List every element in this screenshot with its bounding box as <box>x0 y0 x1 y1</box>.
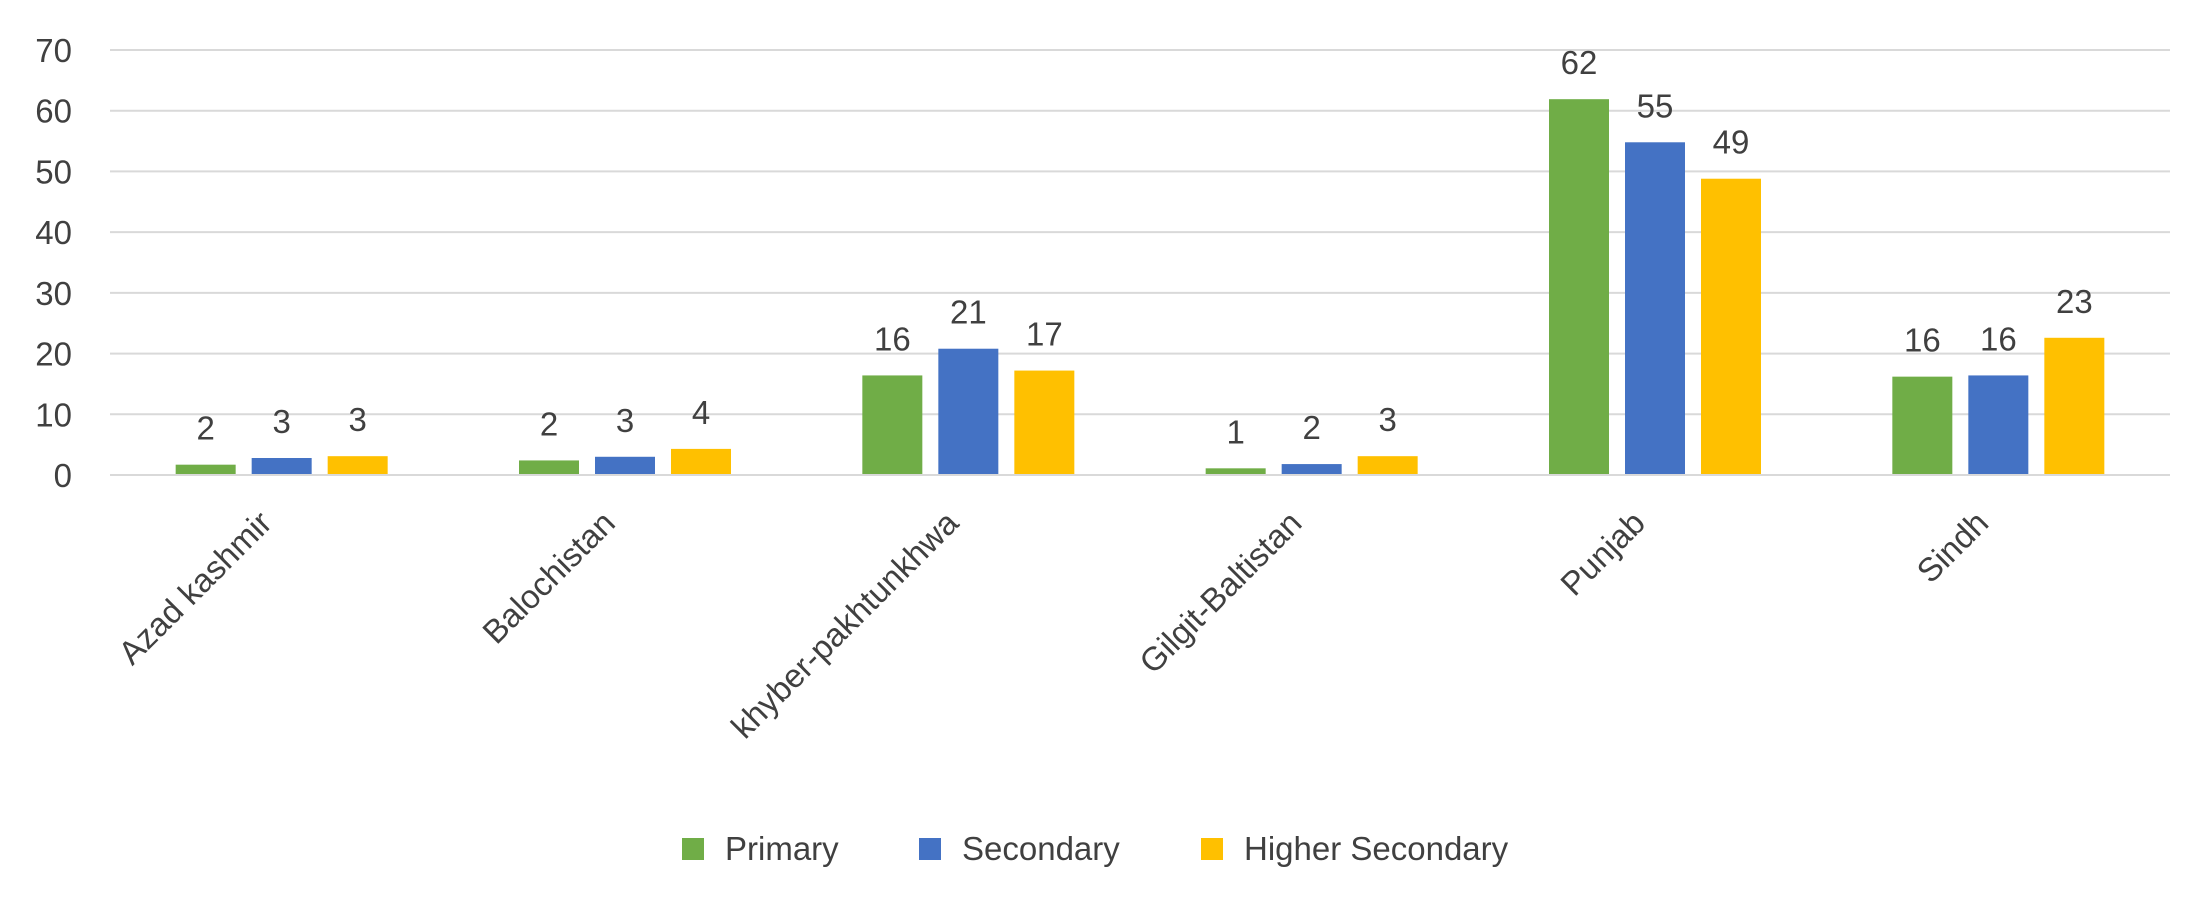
bar-primary <box>175 464 236 475</box>
data-label: 55 <box>1637 87 1674 124</box>
bar-primary <box>862 375 923 475</box>
y-tick-label: 30 <box>35 275 72 312</box>
y-tick-label: 60 <box>35 93 72 130</box>
data-label: 16 <box>1904 322 1941 359</box>
legend-label: Primary <box>725 830 839 867</box>
data-label: 2 <box>196 410 214 447</box>
data-label: 3 <box>1378 401 1396 438</box>
data-label: 21 <box>950 294 987 331</box>
y-tick-label: 10 <box>35 396 72 433</box>
data-label: 49 <box>1713 124 1750 161</box>
gridlines <box>110 49 2170 476</box>
data-label: 16 <box>1980 320 2017 357</box>
bar-secondary <box>251 458 312 475</box>
data-label: 3 <box>348 401 366 438</box>
data-label: 1 <box>1226 413 1244 450</box>
y-tick-label: 0 <box>54 457 72 494</box>
bar-primary <box>1549 99 1609 475</box>
data-label: 2 <box>540 405 558 442</box>
bar-higher-secondary <box>2044 337 2105 475</box>
x-tick-label: Balochistan <box>475 504 622 651</box>
data-label: 62 <box>1561 44 1598 81</box>
data-label: 2 <box>1302 409 1320 446</box>
bars <box>175 99 2105 476</box>
bar-higher-secondary <box>1014 370 1075 475</box>
data-label: 4 <box>692 394 710 431</box>
bar-secondary <box>938 348 999 475</box>
data-label: 17 <box>1026 316 1063 353</box>
x-axis: Azad kashmir Balochistan khyber-pakhtunkhw… <box>110 474 2170 745</box>
x-tick-label: Azad kashmir <box>111 504 279 672</box>
legend-swatch <box>682 838 704 860</box>
x-tick-label: Punjab <box>1553 504 1652 603</box>
data-label: 16 <box>874 320 911 357</box>
bar-secondary <box>1281 464 1342 475</box>
data-label: 3 <box>616 402 634 439</box>
bar-higher-secondary <box>327 456 388 475</box>
y-tick-label: 50 <box>35 153 72 190</box>
y-axis: 0 10 20 30 40 50 60 70 <box>35 32 72 494</box>
bar-secondary <box>595 456 655 475</box>
x-tick-label: Gilgit-Baltistan <box>1132 504 1309 681</box>
data-label: 23 <box>2056 283 2093 320</box>
legend-label: Secondary <box>962 830 1120 867</box>
bar-higher-secondary <box>1357 456 1418 475</box>
bar-secondary <box>1625 142 1685 476</box>
bar-primary <box>1892 376 1953 475</box>
x-tick-label: khyber-pakhtunkhwa <box>724 503 966 745</box>
legend-swatch <box>1201 838 1223 860</box>
bar-higher-secondary <box>1701 178 1761 475</box>
bar-higher-secondary <box>671 448 731 475</box>
legend-label: Higher Secondary <box>1244 830 1509 867</box>
legend: Primary Secondary Higher Secondary <box>682 830 1509 867</box>
y-tick-label: 20 <box>35 336 72 373</box>
x-tick-label: Sindh <box>1909 504 1995 590</box>
y-tick-label: 40 <box>35 214 72 251</box>
y-tick-label: 70 <box>35 32 72 69</box>
data-label: 3 <box>272 403 290 440</box>
bar-secondary <box>1968 375 2029 475</box>
legend-swatch <box>919 838 941 860</box>
bar-primary <box>1205 468 1266 475</box>
bar-primary <box>519 460 579 475</box>
